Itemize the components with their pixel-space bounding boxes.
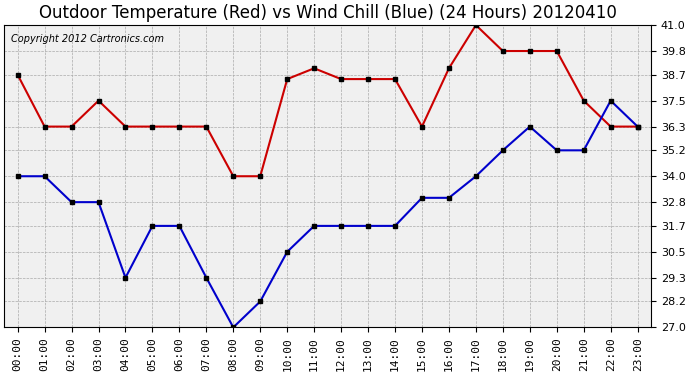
Title: Outdoor Temperature (Red) vs Wind Chill (Blue) (24 Hours) 20120410: Outdoor Temperature (Red) vs Wind Chill …	[39, 4, 617, 22]
Text: Copyright 2012 Cartronics.com: Copyright 2012 Cartronics.com	[10, 34, 164, 44]
